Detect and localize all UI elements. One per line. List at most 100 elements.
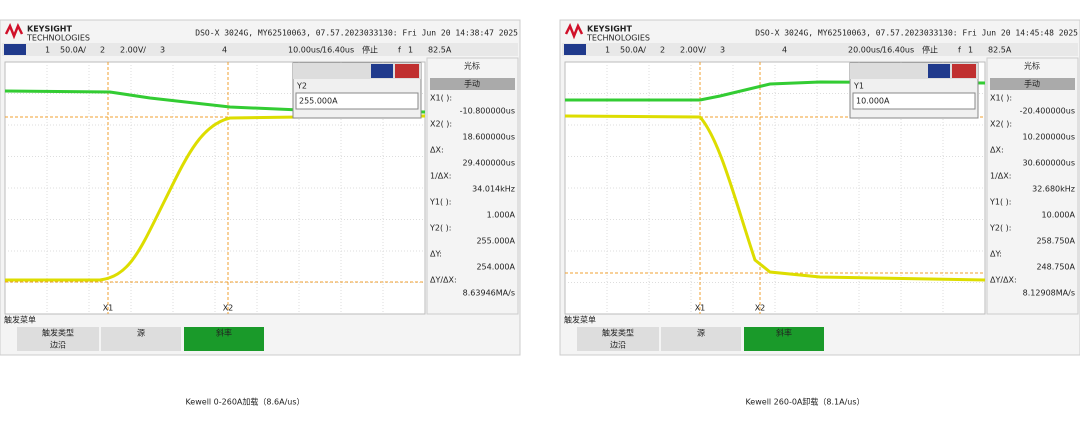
top-bar-trig-level: 82.5A — [428, 46, 452, 55]
top-bar-status: 停止 — [922, 45, 938, 55]
menu-text: 触发类型 — [602, 328, 634, 338]
mode-bg — [990, 78, 1075, 90]
side-value: -20.400000us — [1020, 107, 1075, 116]
logo-mark — [4, 22, 24, 40]
side-panel — [986, 57, 1079, 315]
side-label: Y2( ): — [989, 224, 1011, 233]
top-bar-ch3: 3 — [720, 46, 725, 55]
cursor-label: X1 — [103, 304, 114, 313]
menu-btn[interactable] — [744, 327, 824, 351]
side-label: ΔY: — [430, 250, 442, 259]
top-bar-trig: f — [958, 46, 961, 55]
logo-name: KEYSIGHT — [587, 25, 632, 34]
dialog-value: 255.000A — [299, 97, 338, 106]
side-label: ΔX: — [990, 146, 1004, 155]
top-bar-timebase: 10.00us/ — [288, 46, 323, 55]
side-title: 光标 — [464, 61, 480, 71]
side-label: X1( ): — [990, 94, 1012, 103]
caption: Kewell 260-0A卸载（8.1A/us） — [745, 397, 864, 407]
top-bar-ch3: 3 — [160, 46, 165, 55]
menu-text: 触发类型 — [42, 328, 74, 338]
cursor-label: X1 — [695, 304, 706, 313]
menu-text: 源 — [697, 329, 705, 338]
top-bar-status: 停止 — [362, 45, 378, 55]
menu-text: 边沿 — [610, 340, 626, 350]
side-label: 1/ΔX: — [430, 172, 451, 181]
dialog-input[interactable] — [295, 92, 419, 110]
menu-title: 触发菜单 — [564, 315, 596, 325]
top-bar-ch4: 4 — [222, 46, 227, 55]
side-value: -10.800000us — [460, 107, 515, 116]
side-label: ΔY: — [990, 250, 1002, 259]
side-value: 18.600000us — [463, 133, 516, 142]
menu-text: 斜率 — [216, 328, 232, 338]
menu-title: 触发菜单 — [4, 315, 36, 325]
side-value: 254.000A — [476, 263, 515, 272]
top-bar-trig-ch: 1 — [408, 46, 413, 55]
menu-btn[interactable] — [577, 327, 659, 351]
logo-name: KEYSIGHT — [27, 25, 72, 34]
side-mode: 手动 — [1024, 79, 1040, 89]
logo-sub: TECHNOLOGIES — [26, 34, 90, 43]
dialog-btn — [928, 64, 950, 78]
caption: Kewell 0-260A加载（8.6A/us） — [185, 397, 304, 407]
side-value: 8.12908MA/s — [1023, 289, 1075, 298]
side-value: 1.000A — [487, 211, 516, 220]
dialog-close[interactable] — [952, 64, 976, 78]
side-label: 1/ΔX: — [990, 172, 1011, 181]
side-value: 32.680kHz — [1032, 185, 1075, 194]
top-bar — [562, 43, 1078, 56]
top-bar-ch2-scale: 2.00V/ — [120, 46, 146, 55]
side-label: ΔY/ΔX: — [990, 276, 1017, 285]
side-label: Y1( ): — [989, 198, 1011, 207]
logo-mark — [564, 22, 584, 40]
header: DSO-X 3024G, MY62510063, 07.57.202303313… — [755, 29, 1078, 38]
menu-btn[interactable] — [17, 327, 99, 351]
top-bar-ch4: 4 — [782, 46, 787, 55]
waveform-green — [565, 80, 986, 102]
side-mode: 手动 — [464, 79, 480, 89]
side-value: 30.600000us — [1023, 159, 1076, 168]
cursor-label: X2 — [223, 304, 234, 313]
side-value: 10.200000us — [1023, 133, 1076, 142]
top-bar-ch1-scale: 50.0A/ — [60, 46, 86, 55]
side-value: 34.014kHz — [472, 185, 515, 194]
logo-sub: TECHNOLOGIES — [586, 34, 650, 43]
menu-text: 边沿 — [50, 340, 66, 350]
ch-badge — [4, 44, 26, 55]
top-bar-trig: f — [398, 46, 401, 55]
ch-badge — [564, 44, 586, 55]
top-bar-delay: 16.40us — [322, 46, 354, 55]
side-label: ΔX: — [430, 146, 444, 155]
side-label: Y2( ): — [429, 224, 451, 233]
top-bar-ch2-scale: 2.00V/ — [680, 46, 706, 55]
menu-btn[interactable] — [101, 327, 181, 351]
top-bar-trig-ch: 1 — [968, 46, 973, 55]
side-value: 258.750A — [1036, 237, 1075, 246]
menu-btn[interactable] — [184, 327, 264, 351]
side-label: ΔY/ΔX: — [430, 276, 457, 285]
side-label: X2( ): — [430, 120, 452, 129]
side-value: 255.000A — [476, 237, 515, 246]
side-value: 10.000A — [1042, 211, 1076, 220]
dialog-btn — [371, 64, 393, 78]
side-value: 248.750A — [1036, 263, 1075, 272]
side-value: 8.63946MA/s — [463, 289, 515, 298]
menu-text: 斜率 — [776, 328, 792, 338]
waveform-yellow — [564, 114, 986, 282]
top-bar-trig-level: 82.5A — [988, 46, 1012, 55]
top-bar-ch1: 1 — [45, 46, 50, 55]
dialog-close[interactable] — [395, 64, 419, 78]
top-bar-ch2: 2 — [660, 46, 665, 55]
side-label: X2( ): — [990, 120, 1012, 129]
top-bar-ch1-scale: 50.0A/ — [620, 46, 646, 55]
top-bar-timebase: 20.00us/ — [848, 46, 883, 55]
dialog-input[interactable] — [852, 92, 976, 110]
menu-text: 源 — [137, 329, 145, 338]
dialog-value: 10.000A — [856, 97, 890, 106]
cursor-label: X2 — [755, 304, 766, 313]
menu-btn[interactable] — [661, 327, 741, 351]
dialog-label: Y2 — [296, 82, 307, 91]
